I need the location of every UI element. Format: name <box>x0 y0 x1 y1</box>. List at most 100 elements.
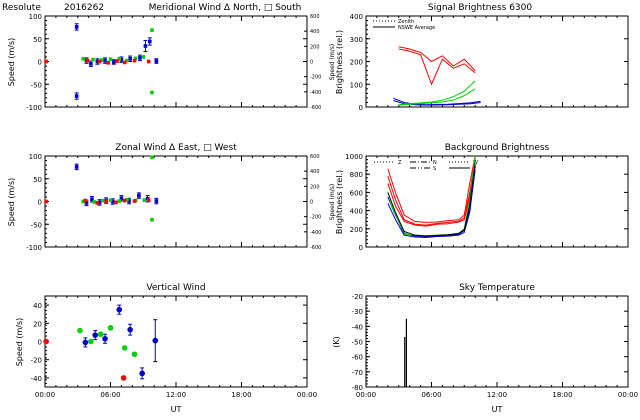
vertical-ytick-label: 40 <box>33 302 42 310</box>
meridional-ylabel: Speed (m/s) <box>7 38 16 87</box>
meridional-ytick-label: -50 <box>31 81 42 89</box>
meridional-right-ytick-label: -400 <box>310 90 321 96</box>
zonal-point <box>150 217 154 222</box>
zonal-ytick-label: 100 <box>29 153 42 161</box>
vertical-xtick-label: 00:00 <box>35 391 55 399</box>
zonal-point <box>92 200 96 204</box>
vertical-xtick-label: 12:00 <box>166 391 186 399</box>
vertical-ytick-label: -20 <box>31 357 42 365</box>
meridional-point <box>115 59 119 63</box>
vertical-wind-panel: Vertical Wind Speed (m/s) UT -40 -20 0 20 40… <box>15 283 317 414</box>
background-legend: Z N S W E <box>374 160 478 172</box>
signal-series-line <box>398 88 476 106</box>
vertical-point <box>116 306 123 313</box>
meridional-point <box>111 60 116 64</box>
sky-ytick-label: -30 <box>352 308 363 316</box>
zonal-point <box>150 155 154 160</box>
meridional-point <box>74 25 79 29</box>
sky-title: Sky Temperature <box>459 283 535 293</box>
zonal-point <box>154 199 159 203</box>
meridional-point <box>44 59 48 64</box>
signal-ytick-label: 0 <box>359 104 363 112</box>
zonal-point <box>44 199 48 204</box>
background-legend-n: N <box>433 160 437 166</box>
zonal-point <box>83 198 88 203</box>
meridional-point <box>132 58 137 63</box>
meridional-right-ytick-label: 0 <box>310 60 313 66</box>
meridional-right-ytick-label: -600 <box>310 105 321 111</box>
signal-series-line <box>398 80 476 106</box>
vertical-point <box>102 335 108 342</box>
zonal-point <box>74 165 79 169</box>
vertical-xtick-label: 18:00 <box>231 391 251 399</box>
meridional-wind-panel: Meridional Wind Δ North, □ South Speed (… <box>7 3 336 112</box>
sky-ytick-label: -70 <box>352 369 363 377</box>
vertical-ylabel: Speed (m/s) <box>15 318 24 367</box>
background-series-line <box>387 160 476 227</box>
sky-xlabel: UT <box>492 405 503 414</box>
zonal-ylabel: Speed (m/s) <box>7 178 16 227</box>
zonal-right-ytick-label: 0 <box>310 200 313 206</box>
background-ytick-label: 1000 <box>345 153 363 161</box>
zonal-point <box>117 199 122 203</box>
signal-legend-zenith: Zenith <box>398 19 414 25</box>
background-series-line <box>387 157 476 226</box>
zonal-point <box>108 198 113 202</box>
background-ytick-label: 600 <box>350 189 363 197</box>
sky-xtick-label: 00:00 <box>356 391 376 399</box>
zonal-point <box>125 197 129 202</box>
meridional-ytick-label: -100 <box>26 104 42 112</box>
background-ytick-label: 400 <box>350 208 363 216</box>
sky-xtick-label: 18:00 <box>552 391 572 399</box>
meridional-point <box>117 56 122 61</box>
zonal-right-ylabel: Speed (m/s) <box>329 184 336 220</box>
zonal-right-ytick-label: 200 <box>310 184 320 190</box>
vertical-point <box>107 325 114 331</box>
vertical-point <box>131 351 138 358</box>
meridional-point <box>154 59 159 63</box>
meridional-point <box>138 56 142 60</box>
zonal-point <box>84 201 89 205</box>
zonal-point <box>122 198 127 203</box>
meridional-point <box>108 57 113 62</box>
meridional-point <box>91 57 95 62</box>
sky-temperature-panel: Sky Temperature (K) UT -80 -70 -60 -50 -40 -3… <box>332 283 638 414</box>
meridional-point <box>148 39 152 44</box>
zonal-point <box>142 198 147 202</box>
zonal-point <box>95 201 100 205</box>
signal-ytick-label: 400 <box>350 13 363 21</box>
signal-ylabel: Brightness (rel.) <box>335 30 344 94</box>
vertical-ytick-label: 0 <box>38 339 42 347</box>
meridional-point <box>81 56 86 61</box>
background-series-line <box>387 169 476 238</box>
zonal-point <box>114 200 118 205</box>
vertical-point <box>121 345 128 351</box>
zonal-point <box>127 199 131 203</box>
meridional-right-ytick-label: -200 <box>310 75 321 81</box>
vertical-point <box>120 375 127 381</box>
meridional-point <box>106 61 111 65</box>
background-ytick-label: 0 <box>359 244 363 252</box>
sky-ytick-label: -50 <box>352 339 363 347</box>
vertical-xlabel: UT <box>171 405 182 414</box>
zonal-wind-panel: Zonal Wind Δ East, □ West Speed (m/s) Sp… <box>7 143 336 252</box>
meridional-right-ylabel: Speed (m/s) <box>329 44 336 80</box>
signal-ytick-label: 300 <box>350 36 363 44</box>
zonal-point <box>104 199 108 203</box>
meridional-point <box>150 90 154 95</box>
signal-title: Signal Brightness 6300 <box>428 3 532 13</box>
sky-xtick-label: 06:00 <box>421 391 441 399</box>
zonal-title: Zonal Wind Δ East, □ West <box>115 143 237 153</box>
meridional-ytick-label: 0 <box>38 59 42 67</box>
signal-ytick-label: 200 <box>350 59 363 67</box>
vertical-point <box>139 370 145 377</box>
meridional-point <box>141 55 146 59</box>
meridional-point <box>128 56 132 61</box>
background-series-line <box>387 163 476 237</box>
zonal-point <box>101 198 105 203</box>
sky-ytick-label: -80 <box>352 384 363 392</box>
meridional-right-ytick-label: 600 <box>310 14 320 20</box>
zonal-right-ytick-label: -400 <box>310 230 321 236</box>
zonal-point <box>137 193 141 198</box>
background-legend-w: W <box>473 160 478 166</box>
